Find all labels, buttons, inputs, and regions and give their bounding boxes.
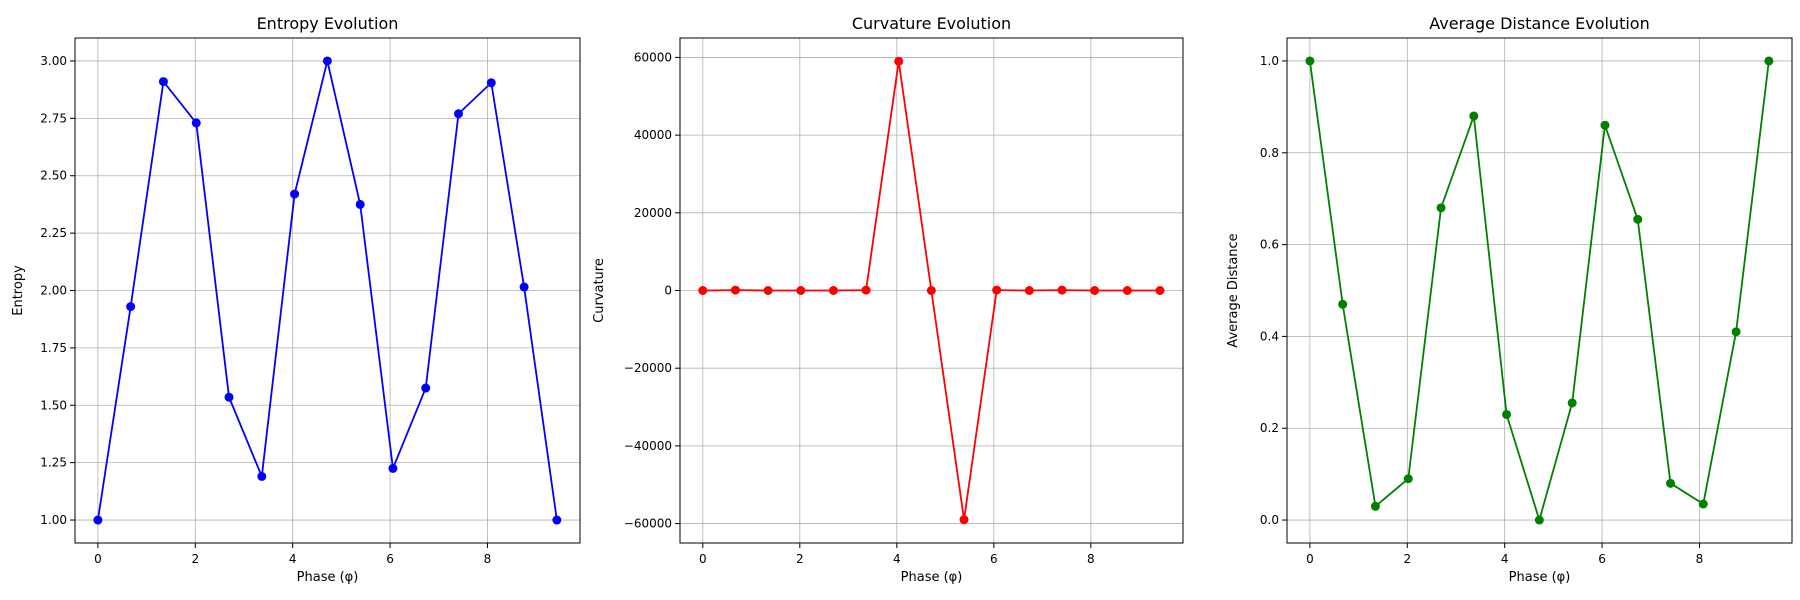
y-tick-label: 1.25 [40,456,67,470]
y-axis-label: Entropy [11,265,26,316]
data-point [1436,203,1446,213]
data-point [1633,214,1643,224]
y-tick-label: −60000 [624,517,672,531]
data-point [1764,56,1774,66]
data-point [1338,299,1348,309]
data-point [158,77,168,87]
series-line [1308,60,1770,524]
chart-title: Curvature Evolution [852,14,1011,33]
data-point [1469,111,1479,121]
x-tick-label: 4 [289,552,297,566]
x-tick-label: 8 [1696,552,1704,566]
data-point [894,56,904,66]
x-tick-label: 0 [1306,552,1314,566]
y-tick-label: 2.25 [40,226,67,240]
y-tick-label: 2.50 [40,169,67,183]
data-point [1665,478,1675,488]
data-point [796,286,806,295]
data-point [1024,286,1034,295]
y-tick-label: 0.2 [1260,421,1279,435]
x-tick-label: 0 [699,552,707,566]
y-tick-label: 1.50 [40,398,67,412]
data-point [453,109,463,119]
y-tick-label: −40000 [624,439,672,453]
y-tick-label: 2.00 [40,284,67,298]
data-point [698,286,708,295]
y-tick-label: 1.0 [1260,54,1279,68]
y-axis-label: Curvature [592,258,607,323]
data-point [959,515,969,525]
x-tick-label: 4 [893,552,901,566]
y-tick-label: 2.75 [40,111,67,125]
chart-title: Entropy Evolution [257,14,399,33]
x-axis-label: Phase (φ) [297,570,359,585]
data-point [1567,398,1577,408]
data-point [126,302,136,312]
data-point [1305,56,1315,66]
plot-frame [1286,37,1793,544]
y-tick-label: 40000 [634,128,672,142]
y-tick-label: 0.0 [1260,513,1279,527]
data-point [257,471,267,481]
data-point [1090,286,1100,295]
x-tick-label: 0 [94,552,102,566]
data-point [224,392,234,402]
x-tick-label: 2 [1403,552,1411,566]
data-point [1122,286,1132,295]
chart-panel-1: 0 2 4 6 8 1.00 1.25 1.50 1.75 2.00 2.25 2.50 2.75 3.0… [11,14,581,585]
chart-panel-2: 0 2 4 6 8 −60000 −40000 −20000 0 20000 40000 60000 C… [592,14,1184,585]
data-point [730,285,740,295]
data-point [861,285,871,295]
x-axis-label: Phase (φ) [901,570,963,585]
x-tick-label: 8 [484,552,492,566]
y-tick-label: 1.00 [40,513,67,527]
x-tick-label: 2 [191,552,199,566]
x-tick-label: 2 [796,552,804,566]
y-tick-label: 0.4 [1260,329,1279,343]
x-tick-label: 6 [386,552,394,566]
x-tick-label: 6 [990,552,998,566]
data-point [1403,474,1413,484]
x-tick-label: 6 [1598,552,1606,566]
data-point [93,515,103,525]
data-point [519,282,529,292]
data-point [828,286,838,295]
y-tick-label: 0.8 [1260,146,1279,160]
y-tick-label: 0.6 [1260,238,1279,252]
data-point [1698,499,1708,509]
data-point [552,515,562,525]
data-point [290,189,300,199]
data-point [1057,285,1067,295]
y-tick-label: 3.00 [40,54,67,68]
y-tick-label: 60000 [634,50,672,64]
data-point [191,118,201,128]
data-point [388,463,398,473]
data-point [322,56,332,66]
data-point [926,286,936,295]
x-tick-label: 4 [1501,552,1509,566]
data-point [1731,327,1741,337]
chart-title: Average Distance Evolution [1429,14,1649,33]
data-point [486,78,496,88]
data-point [421,383,431,393]
x-axis-label: Phase (φ) [1509,570,1571,585]
data-point [763,286,773,295]
data-point [1534,515,1544,525]
chart-panel-3: 0 2 4 6 8 0.0 0.2 0.4 0.6 0.8 1.0 Average Distance … [1226,14,1793,585]
data-point [1600,120,1610,130]
y-tick-label: 1.75 [40,341,67,355]
data-point [355,199,365,209]
y-axis-label: Average Distance [1226,233,1241,347]
y-tick-label: 0 [664,284,672,298]
data-point [1155,286,1165,295]
y-tick-label: −20000 [624,361,672,375]
data-point [1502,409,1512,419]
x-tick-label: 8 [1087,552,1095,566]
data-point [992,285,1002,295]
y-tick-label: 20000 [634,206,672,220]
data-point [1370,501,1380,511]
